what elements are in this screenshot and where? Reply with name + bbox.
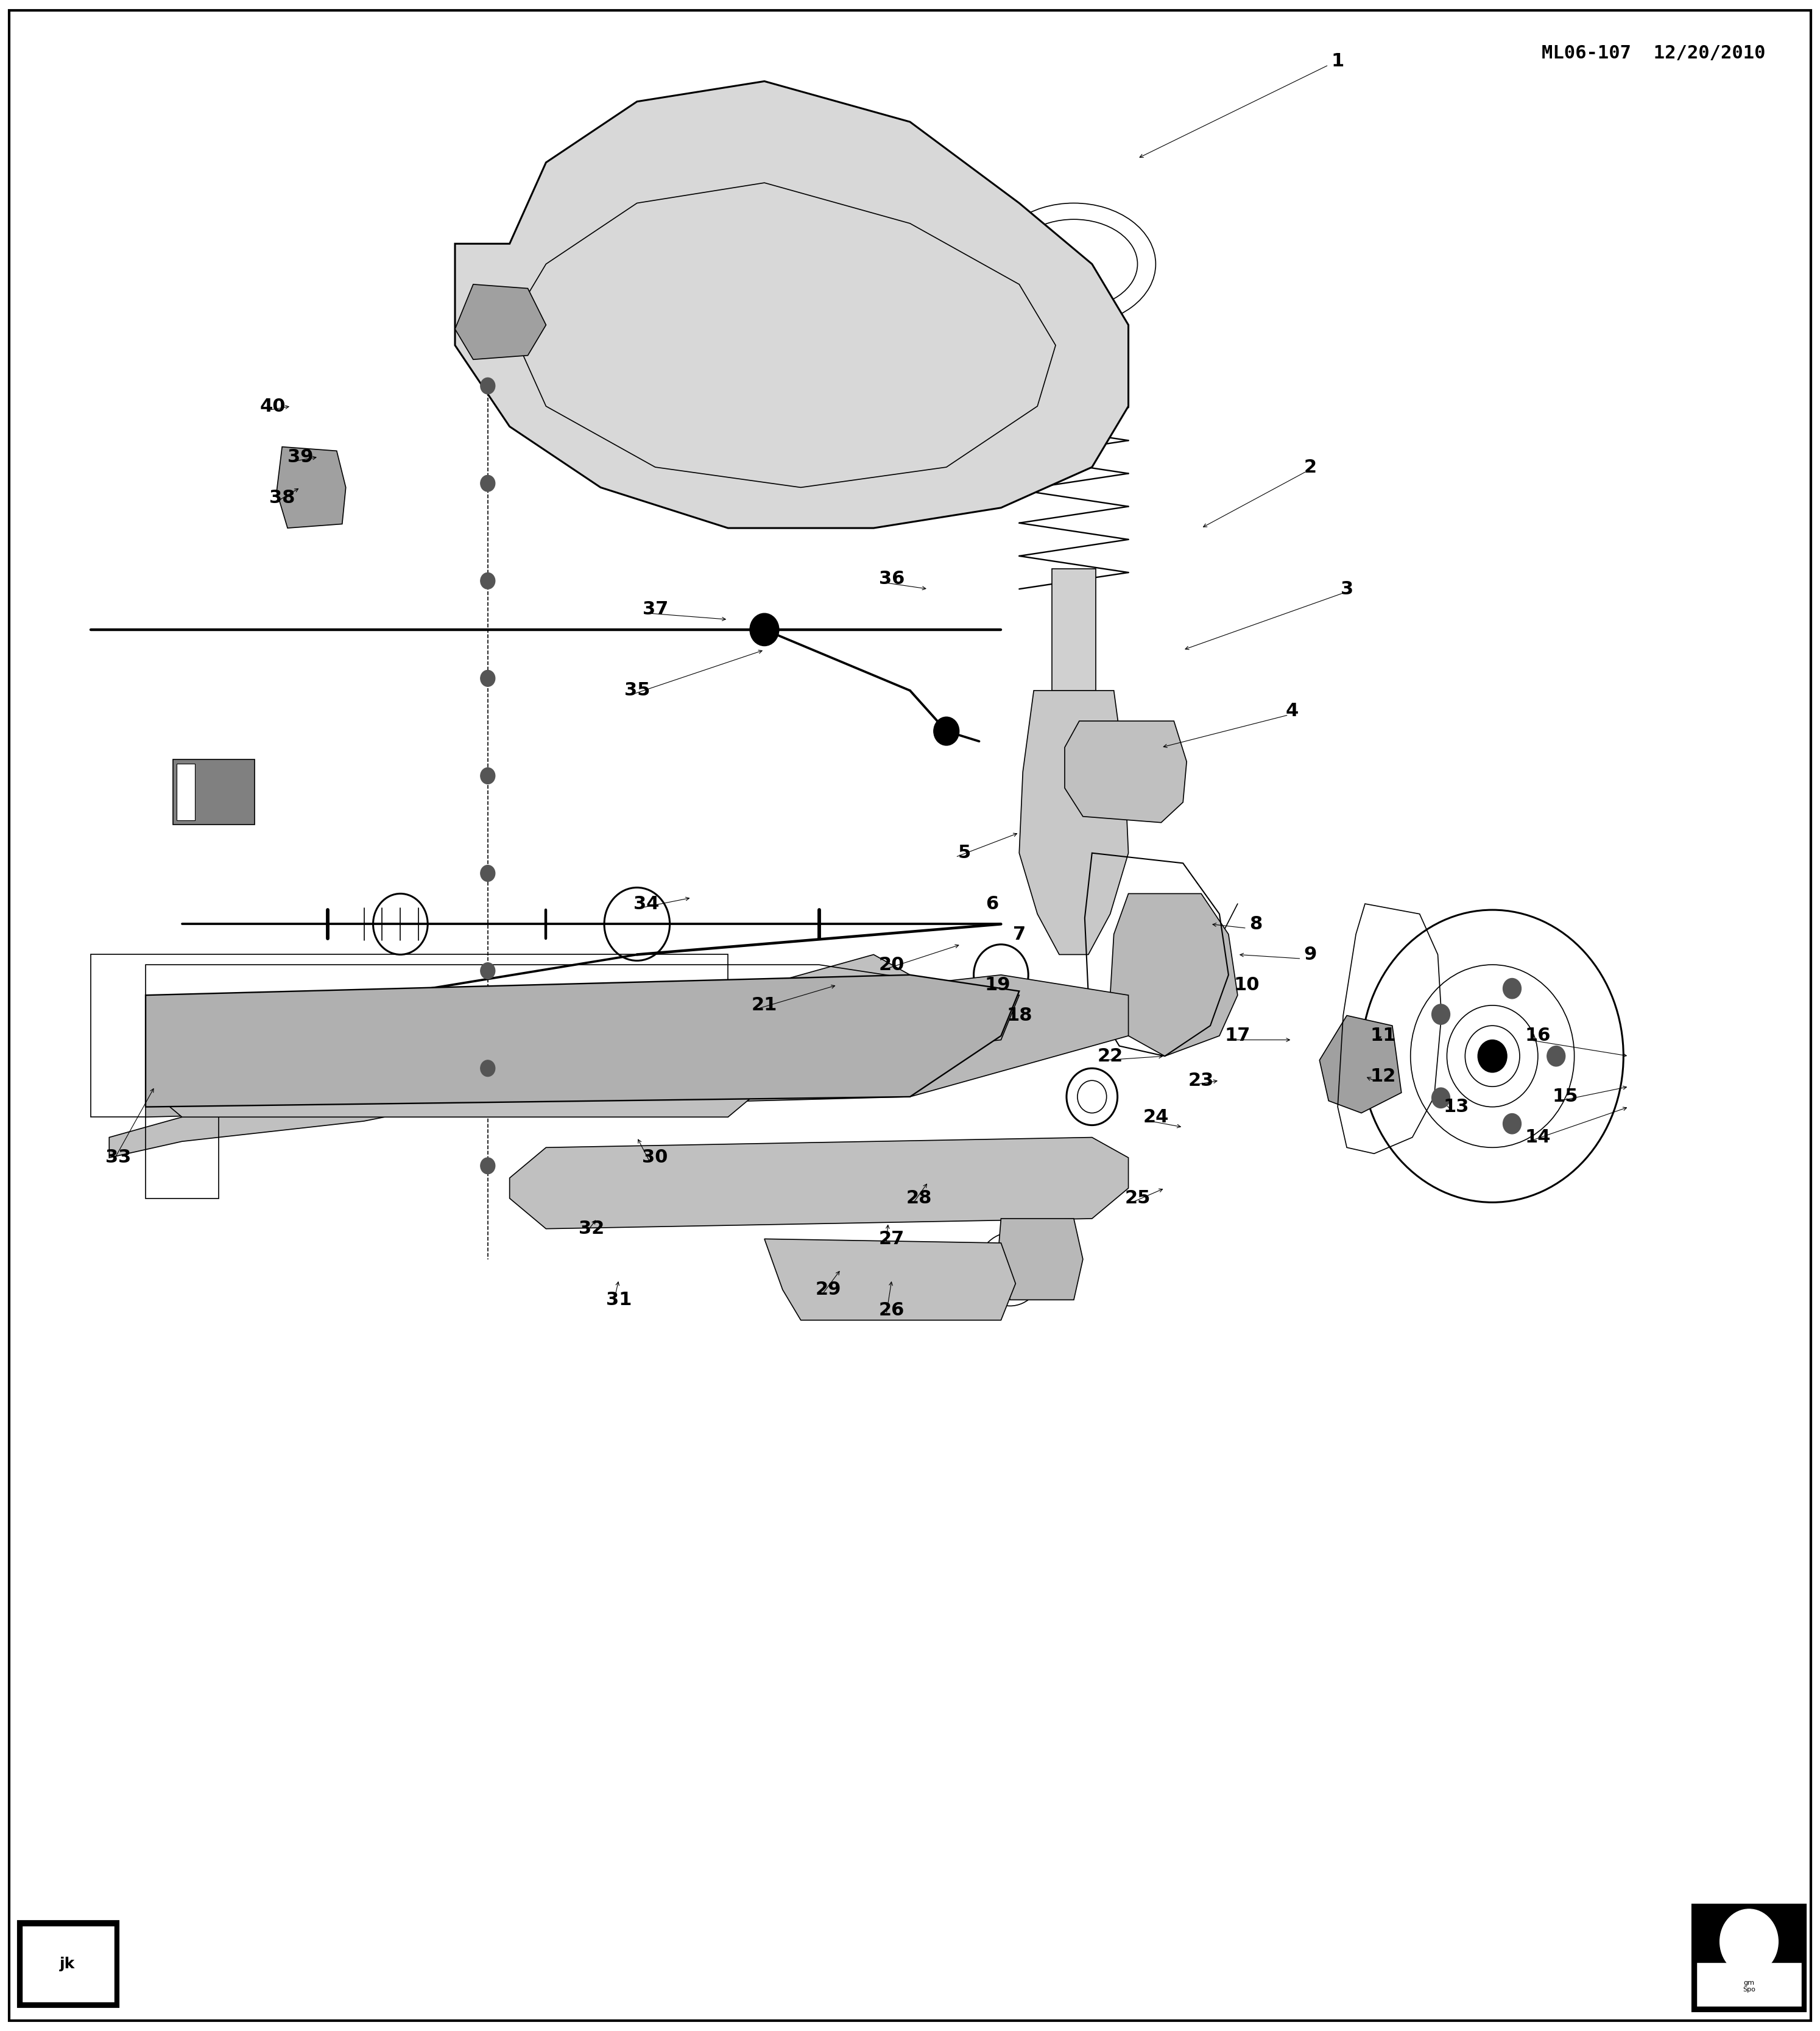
Text: ML06-107  12/20/2010: ML06-107 12/20/2010 [1542, 45, 1765, 63]
Text: 11: 11 [1370, 1028, 1396, 1044]
Text: 27: 27 [879, 1231, 905, 1247]
Polygon shape [146, 975, 1128, 1117]
Text: 3: 3 [1340, 581, 1354, 597]
Text: 6: 6 [985, 896, 999, 912]
Text: 1: 1 [1330, 53, 1345, 69]
Polygon shape [510, 1137, 1128, 1229]
Polygon shape [1065, 721, 1187, 823]
Text: 18: 18 [1006, 1007, 1032, 1024]
Text: 9: 9 [1303, 946, 1318, 963]
Text: 30: 30 [642, 1150, 668, 1166]
FancyBboxPatch shape [1693, 1905, 1805, 2011]
Text: 16: 16 [1525, 1028, 1551, 1044]
Text: 35: 35 [624, 682, 650, 699]
Text: 8: 8 [1249, 916, 1263, 932]
Text: 34: 34 [633, 896, 659, 912]
Text: 32: 32 [579, 1221, 604, 1237]
Text: 7: 7 [1012, 926, 1026, 942]
Text: 36: 36 [879, 571, 905, 587]
Polygon shape [997, 1219, 1083, 1300]
Circle shape [480, 573, 495, 589]
Text: 39: 39 [288, 449, 313, 465]
Text: 38: 38 [269, 489, 295, 506]
Polygon shape [146, 1040, 764, 1117]
Text: 40: 40 [260, 398, 286, 414]
Polygon shape [764, 1239, 1016, 1320]
Text: 23: 23 [1188, 1072, 1214, 1089]
Bar [173, 760, 255, 825]
Text: gm
Spo: gm Spo [1744, 1980, 1754, 1992]
Polygon shape [277, 447, 346, 528]
Circle shape [480, 1158, 495, 1174]
Circle shape [480, 378, 495, 394]
Circle shape [480, 475, 495, 492]
Text: 15: 15 [1552, 1089, 1578, 1105]
Text: 12: 12 [1370, 1068, 1396, 1085]
Text: 17: 17 [1225, 1028, 1250, 1044]
Circle shape [1503, 1113, 1522, 1133]
Text: 24: 24 [1143, 1109, 1168, 1125]
Circle shape [1432, 1089, 1451, 1109]
Circle shape [1503, 979, 1522, 999]
Bar [1052, 569, 1096, 691]
Text: 21: 21 [752, 997, 777, 1013]
Circle shape [480, 865, 495, 881]
Polygon shape [1320, 1016, 1401, 1113]
Text: 26: 26 [879, 1302, 905, 1318]
Circle shape [1720, 1909, 1778, 1974]
Polygon shape [109, 955, 910, 1158]
Text: 25: 25 [1125, 1190, 1150, 1206]
Text: 19: 19 [985, 977, 1010, 993]
Circle shape [934, 717, 959, 745]
Text: 29: 29 [815, 1282, 841, 1298]
Text: jk: jk [60, 1956, 75, 1972]
Circle shape [480, 670, 495, 686]
FancyBboxPatch shape [18, 1921, 118, 2007]
Text: 5: 5 [957, 845, 972, 861]
Text: 22: 22 [1097, 1048, 1123, 1064]
Text: 13: 13 [1443, 1099, 1469, 1115]
Text: 4: 4 [1285, 703, 1299, 719]
Polygon shape [146, 975, 1019, 1107]
Polygon shape [455, 284, 546, 359]
Text: 14: 14 [1525, 1129, 1551, 1145]
Circle shape [480, 1060, 495, 1076]
Circle shape [480, 963, 495, 979]
Text: 10: 10 [1234, 977, 1259, 993]
Polygon shape [455, 81, 1128, 528]
Circle shape [1432, 1003, 1451, 1024]
Polygon shape [1110, 894, 1238, 1056]
FancyBboxPatch shape [1696, 1962, 1802, 2007]
Circle shape [480, 768, 495, 784]
Text: 28: 28 [906, 1190, 932, 1206]
Circle shape [1478, 1040, 1507, 1072]
Text: 20: 20 [879, 957, 905, 973]
Text: 33: 33 [106, 1150, 131, 1166]
Circle shape [750, 613, 779, 646]
FancyBboxPatch shape [22, 1925, 115, 2003]
Text: 37: 37 [642, 601, 668, 617]
Circle shape [1547, 1046, 1565, 1066]
Bar [177, 764, 195, 821]
Text: 2: 2 [1303, 459, 1318, 475]
Polygon shape [1019, 691, 1128, 955]
Text: 31: 31 [606, 1292, 632, 1308]
